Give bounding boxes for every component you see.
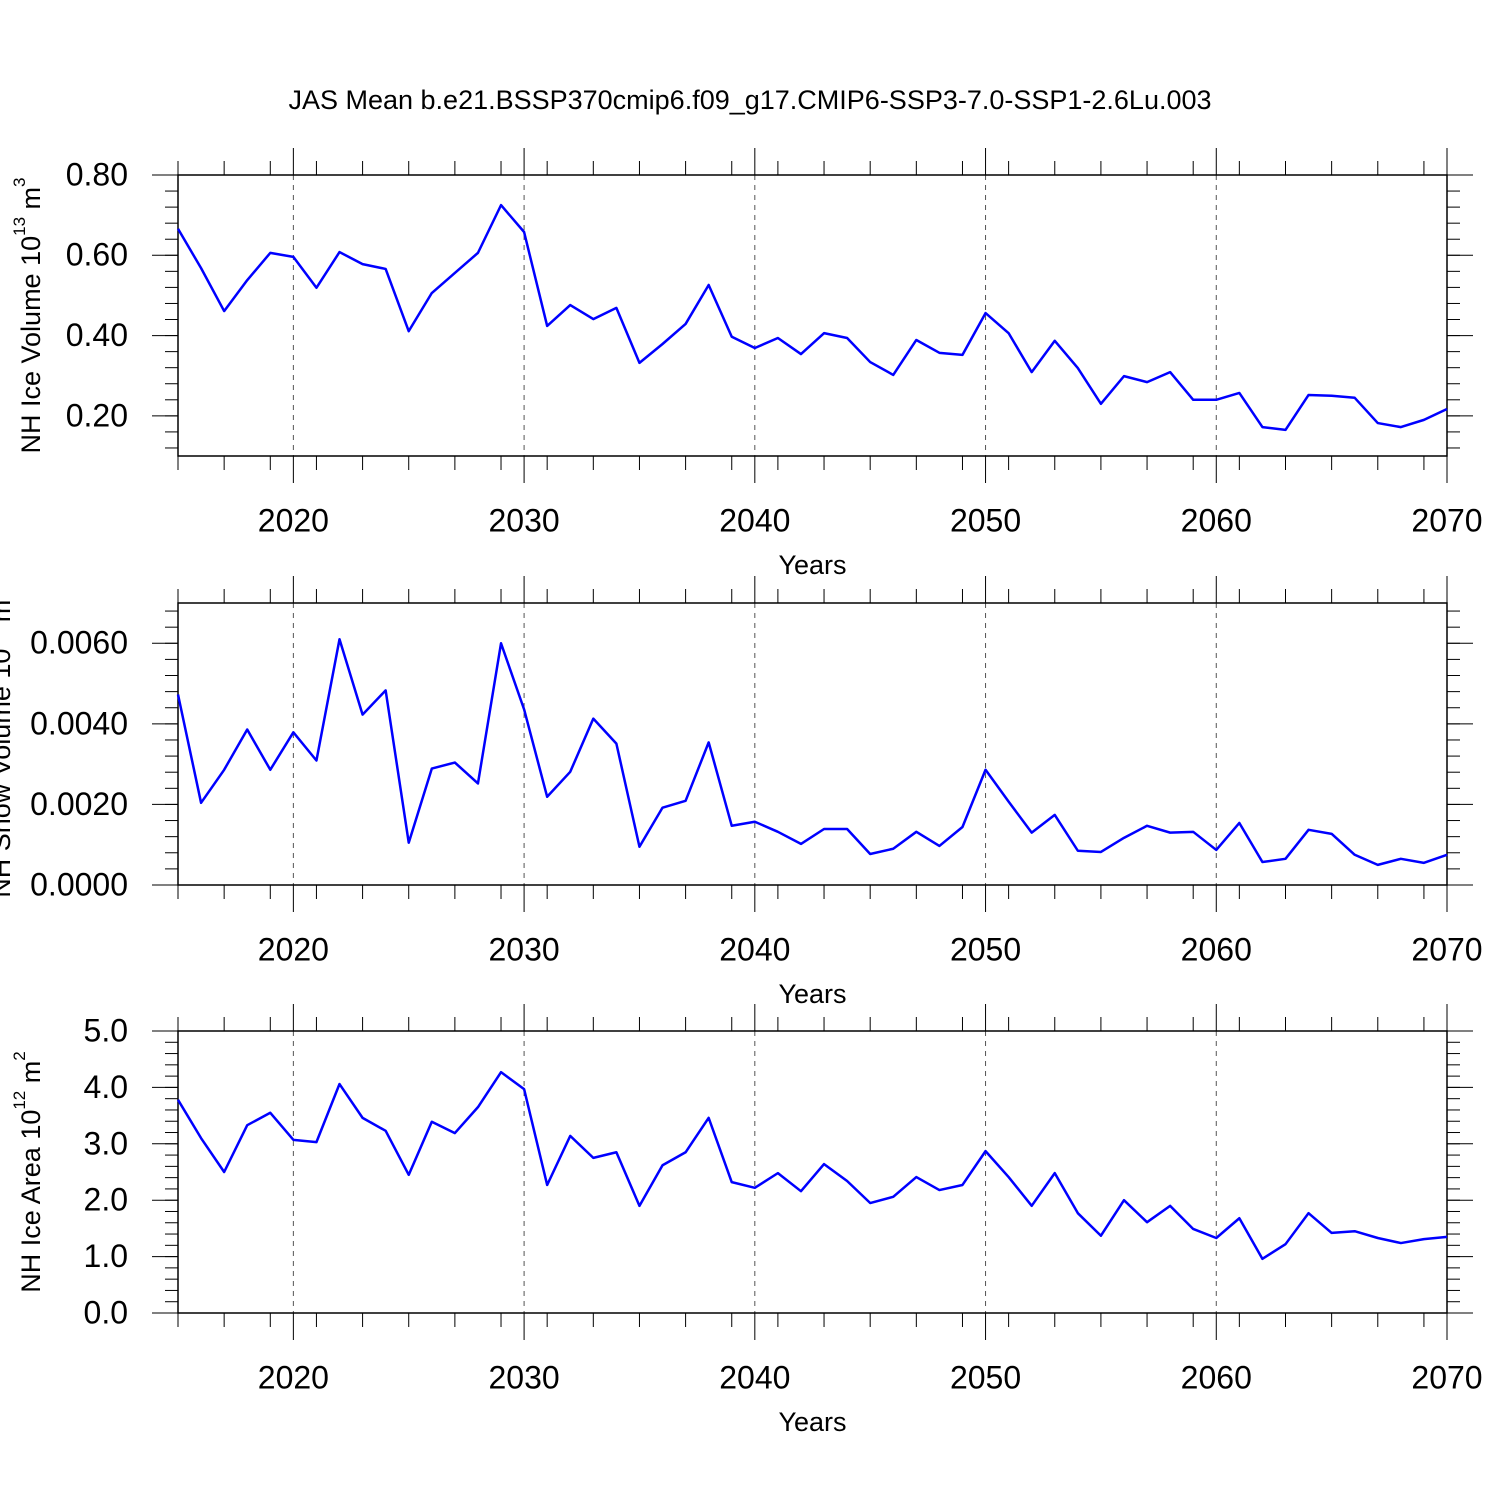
y-axis-label-text: NH Snow Volume 10 [0, 649, 16, 898]
y-tick-label: 2.0 [84, 1182, 128, 1218]
data-line [176, 638, 1448, 867]
plot-frame [177, 1030, 1448, 1314]
y-axis-label: NH Ice Area 1012 m2 [10, 1051, 46, 1292]
y-tick-label: 0.20 [66, 397, 128, 433]
x-tick-label: 2020 [258, 931, 329, 967]
y-axis-label-unit: m [16, 1061, 46, 1091]
y-tick-label: 0.80 [66, 156, 128, 192]
x-axis-label: Years [778, 1407, 846, 1437]
x-tick-label: 2040 [719, 931, 790, 967]
x-tick-label: 2040 [719, 502, 790, 538]
x-tick-label: 2060 [1181, 931, 1252, 967]
y-axis-label: NH Ice Volume 1013 m3 [10, 178, 46, 454]
data-line [176, 1070, 1448, 1261]
y-axis-label-text: NH Ice Volume 10 [16, 236, 46, 454]
x-tick-label: 2070 [1411, 931, 1482, 967]
y-tick-label: 0.0040 [30, 705, 128, 741]
x-tick-label: 2030 [488, 931, 559, 967]
y-axis-label: NH Snow Volume 1013 m3 [0, 590, 16, 898]
x-tick-label: 2020 [258, 502, 329, 538]
y-axis-label-unit: m [16, 187, 46, 217]
x-tick-label: 2040 [719, 1359, 790, 1395]
y-tick-label: 4.0 [84, 1069, 128, 1105]
y-tick-label: 0.0000 [30, 866, 128, 902]
x-axis-label: Years [778, 979, 846, 1009]
y-axis-label-unit-power: 2 [10, 1051, 29, 1060]
y-tick-label: 1.0 [84, 1238, 128, 1274]
x-tick-label: 2070 [1411, 502, 1482, 538]
data-line [176, 203, 1448, 432]
plot-frame [177, 174, 1448, 457]
x-tick-label: 2030 [488, 502, 559, 538]
y-tick-label: 0.0060 [30, 625, 128, 661]
y-tick-label: 5.0 [84, 1012, 128, 1048]
x-axis-label: Years [778, 550, 846, 580]
y-tick-label: 0.0 [84, 1294, 128, 1330]
x-tick-label: 2050 [950, 502, 1021, 538]
x-tick-label: 2050 [950, 931, 1021, 967]
x-tick-label: 2070 [1411, 1359, 1482, 1395]
y-axis-label-text: NH Ice Area 10 [16, 1110, 46, 1293]
y-tick-label: 0.60 [66, 237, 128, 273]
y-axis-label-unit: m [0, 600, 16, 630]
y-tick-label: 0.0020 [30, 786, 128, 822]
x-tick-label: 2050 [950, 1359, 1021, 1395]
x-tick-label: 2030 [488, 1359, 559, 1395]
y-tick-label: 3.0 [84, 1125, 128, 1161]
plot-frame [177, 602, 1448, 886]
figure-title: JAS Mean b.e21.BSSP370cmip6.f09_g17.CMIP… [288, 85, 1211, 115]
y-tick-label: 0.40 [66, 317, 128, 353]
y-axis-label-power: 12 [10, 1091, 29, 1110]
y-axis-label-unit-power: 3 [10, 178, 29, 187]
x-tick-label: 2060 [1181, 1359, 1252, 1395]
x-tick-label: 2020 [258, 1359, 329, 1395]
y-axis-label-power: 13 [10, 217, 29, 236]
x-tick-label: 2060 [1181, 502, 1252, 538]
